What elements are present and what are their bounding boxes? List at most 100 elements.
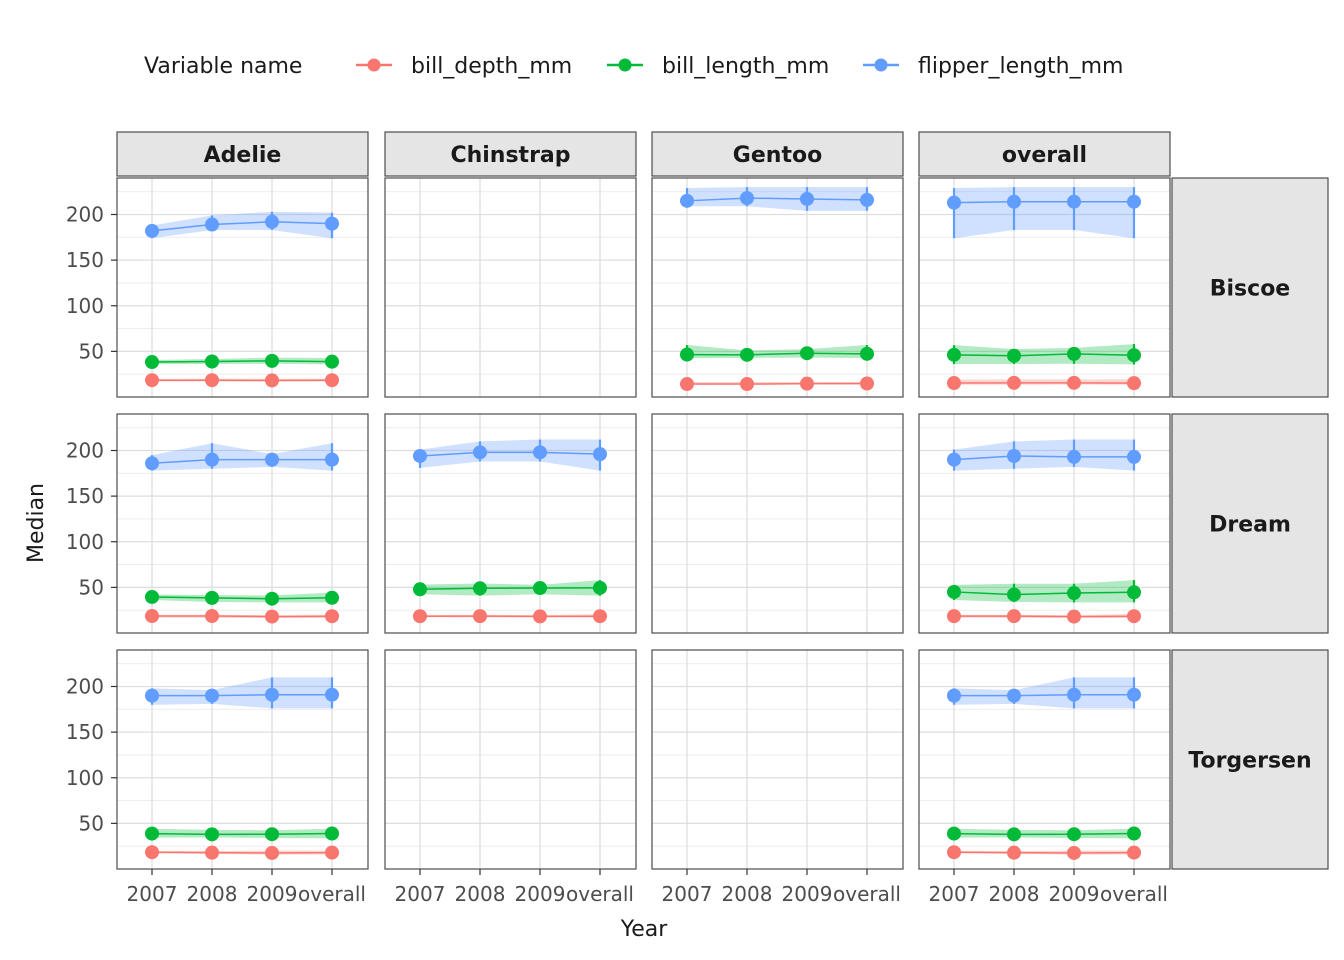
ribbon-flipper-length-mm [152, 677, 332, 709]
y-tick-label: 150 [66, 248, 104, 272]
median-point-bill-depth-mm-overall [1127, 609, 1141, 624]
x-tick-label: 2008 [722, 882, 773, 906]
median-point-bill-length-mm-2009 [265, 353, 279, 368]
panel-border [651, 177, 904, 398]
median-point-flipper-length-mm-2009 [265, 687, 279, 702]
column-strip-adelie [116, 131, 369, 177]
median-point-flipper-length-mm-2008 [473, 445, 487, 460]
median-point-bill-depth-mm-overall [325, 845, 339, 860]
ribbon-flipper-length-mm [420, 439, 600, 471]
x-tick-label: 2008 [187, 882, 238, 906]
median-point-flipper-length-mm-2007 [947, 452, 961, 467]
median-point-bill-depth-mm-2008 [205, 845, 219, 860]
panel-torgersen-gentoo [651, 649, 904, 870]
median-point-flipper-length-mm-2009 [1067, 194, 1081, 209]
median-point-flipper-length-mm-2008 [205, 452, 219, 467]
median-point-bill-length-mm-2008 [1007, 587, 1021, 602]
x-tick-label: 2009 [782, 882, 833, 906]
median-line-flipper-length-mm [954, 693, 1134, 697]
median-point-flipper-length-mm-2007 [145, 688, 159, 703]
median-point-bill-length-mm-2008 [1007, 348, 1021, 363]
legend: Variable name bill_depth_mm bill_length_m… [144, 54, 1123, 79]
median-point-flipper-length-mm-2007 [680, 193, 694, 208]
median-point-bill-depth-mm-2007 [145, 845, 159, 860]
ribbon-flipper-length-mm [954, 439, 1134, 471]
panel-biscoe-gentoo [651, 177, 904, 398]
y-tick-label: 200 [66, 203, 104, 227]
median-point-bill-length-mm-2009 [1067, 586, 1081, 601]
median-point-bill-depth-mm-overall [1127, 376, 1141, 391]
column-strip-overall [918, 131, 1171, 177]
median-point-flipper-length-mm-2009 [1067, 449, 1081, 464]
median-point-bill-length-mm-2007 [680, 347, 694, 362]
median-point-bill-depth-mm-2008 [473, 609, 487, 624]
median-point-bill-depth-mm-2008 [1007, 609, 1021, 624]
median-point-bill-length-mm-2007 [413, 582, 427, 597]
x-tick-label: overall [1100, 882, 1168, 906]
median-point-flipper-length-mm-overall [1127, 449, 1141, 464]
legend-title: Variable name [144, 54, 302, 79]
panel-border [651, 649, 904, 870]
panel-border [384, 413, 637, 634]
median-line-bill-depth-mm [151, 851, 333, 854]
row-strip-torgersen [1171, 649, 1329, 870]
median-point-bill-depth-mm-2009 [265, 609, 279, 624]
ribbon-flipper-length-mm [954, 187, 1134, 239]
panel-border [384, 649, 637, 870]
legend-key-dot-flipper-length-mm [874, 58, 888, 72]
median-point-flipper-length-mm-2007 [413, 448, 427, 463]
legend-item-bill-depth-mm: bill_depth_mm [411, 54, 572, 79]
panel-biscoe-adelie [116, 177, 369, 398]
median-point-flipper-length-mm-overall [325, 687, 339, 702]
median-point-bill-depth-mm-2009 [265, 373, 279, 388]
median-point-bill-length-mm-overall [1127, 585, 1141, 600]
median-point-flipper-length-mm-overall [1127, 194, 1141, 209]
y-tick-label: 200 [66, 675, 104, 699]
y-tick-label: 150 [66, 484, 104, 508]
panel-dream-gentoo [651, 413, 904, 634]
median-point-bill-length-mm-2007 [145, 826, 159, 841]
panel-background [652, 414, 903, 633]
median-line-bill-length-mm [953, 832, 1135, 836]
median-point-flipper-length-mm-2009 [1067, 687, 1081, 702]
panel-dream-adelie [116, 413, 369, 634]
median-line-flipper-length-mm [419, 451, 601, 457]
median-line-flipper-length-mm [151, 221, 333, 232]
median-point-bill-length-mm-2007 [947, 826, 961, 841]
column-strip-label-adelie: Adelie [204, 143, 282, 168]
median-line-bill-length-mm [151, 360, 333, 363]
median-point-bill-depth-mm-2007 [947, 845, 961, 860]
panel-background [385, 178, 636, 397]
median-point-flipper-length-mm-2009 [265, 214, 279, 229]
median-point-bill-depth-mm-2007 [680, 377, 694, 392]
median-point-flipper-length-mm-2009 [800, 191, 814, 206]
median-point-bill-depth-mm-overall [860, 376, 874, 391]
median-point-bill-length-mm-overall [860, 346, 874, 361]
legend-item-flipper-length-mm: flipper_length_mm [918, 54, 1123, 79]
median-point-bill-depth-mm-overall [1127, 845, 1141, 860]
median-point-flipper-length-mm-2007 [947, 688, 961, 703]
median-point-flipper-length-mm-2007 [947, 195, 961, 210]
median-point-flipper-length-mm-2008 [205, 217, 219, 232]
x-tick-label: 2009 [247, 882, 298, 906]
x-tick-label: 2007 [662, 882, 713, 906]
median-point-bill-length-mm-2007 [145, 589, 159, 604]
row-strip-dream [1171, 413, 1329, 634]
median-point-bill-depth-mm-2007 [145, 373, 159, 388]
legend-key-dot-bill-length-mm [618, 58, 632, 72]
panel-border [918, 649, 1171, 870]
panel-border [116, 177, 369, 398]
median-point-bill-length-mm-overall [325, 590, 339, 605]
row-strip-label-torgersen: Torgersen [1188, 749, 1311, 774]
median-point-bill-depth-mm-2008 [740, 377, 754, 392]
x-tick-label: overall [833, 882, 901, 906]
median-point-bill-length-mm-2008 [205, 354, 219, 369]
x-axis-title: Year [620, 917, 669, 942]
median-point-bill-length-mm-2008 [1007, 827, 1021, 842]
ribbon-bill-depth-mm [954, 379, 1134, 385]
x-tick-label: 2008 [989, 882, 1040, 906]
median-point-bill-length-mm-2009 [265, 591, 279, 606]
x-tick-label: 2007 [929, 882, 980, 906]
median-line-bill-length-mm [151, 596, 333, 600]
y-tick-label: 50 [79, 811, 104, 835]
